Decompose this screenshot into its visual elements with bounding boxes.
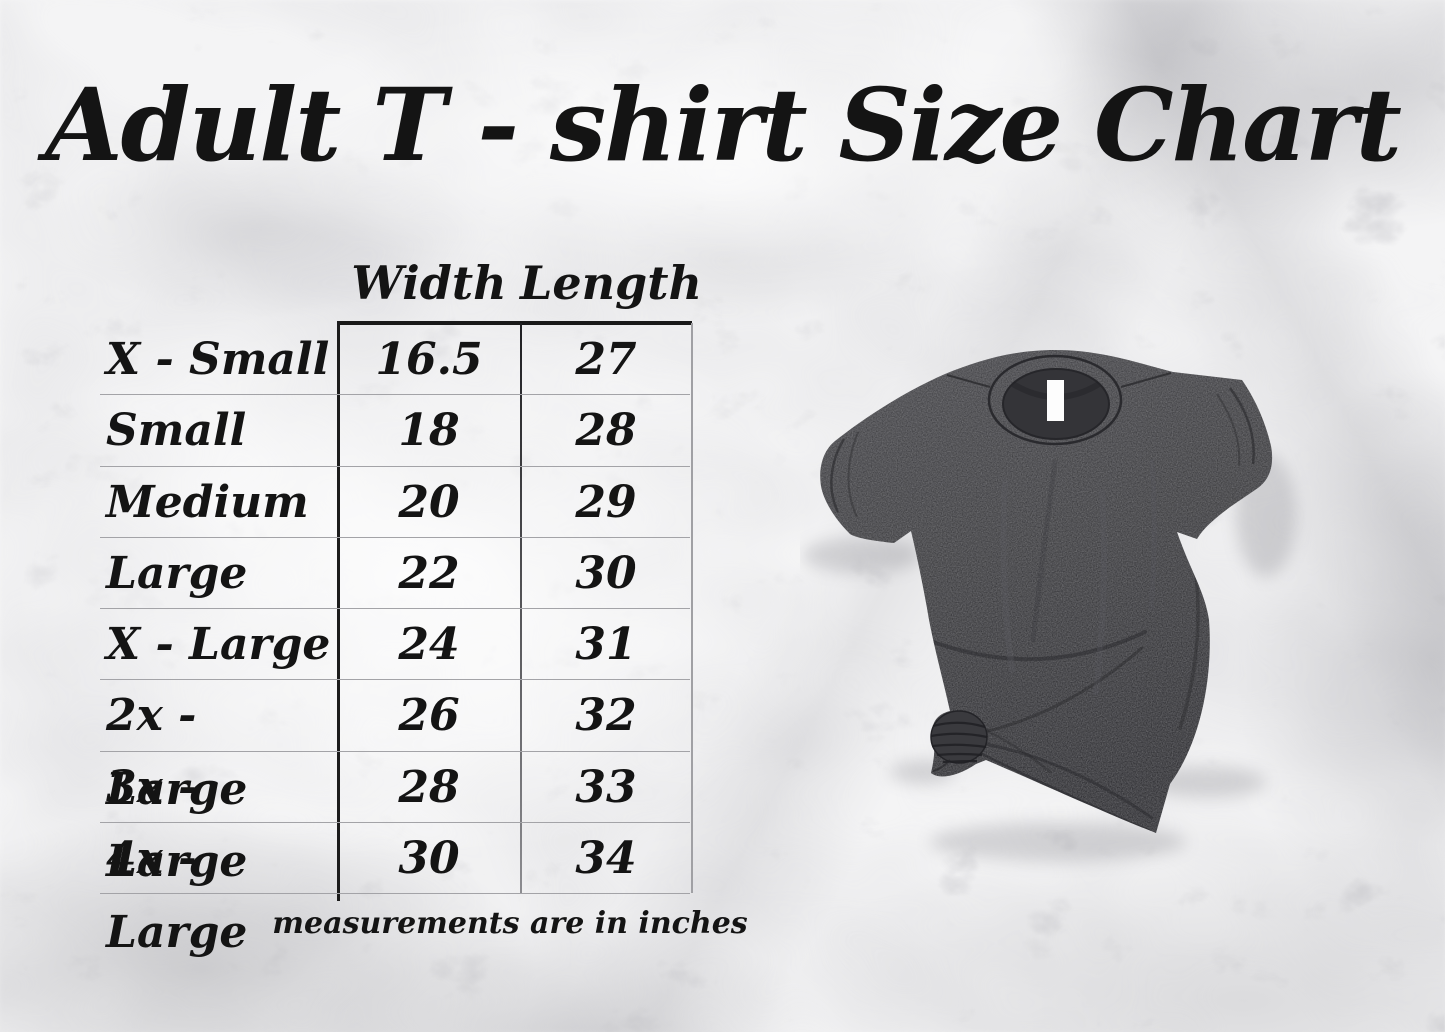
size-label: Medium — [106, 477, 309, 528]
size-label: 2x - Large — [106, 690, 248, 815]
length-value: 31 — [575, 619, 637, 670]
table-row: Small 18 28 — [100, 394, 692, 465]
width-value: 22 — [398, 548, 460, 599]
column-header-width: Width — [351, 256, 507, 310]
size-label: Small — [106, 405, 247, 456]
width-value: 26 — [398, 690, 460, 741]
measurement-unit-note: measurements are in inches — [272, 906, 748, 941]
size-label: X - Small — [106, 334, 330, 385]
neck-tag — [1047, 380, 1064, 421]
width-value: 16.5 — [375, 334, 483, 385]
table-row: Medium 20 29 — [100, 466, 692, 537]
table-row: X - Small 16.5 27 — [100, 323, 692, 394]
length-value: 32 — [575, 690, 637, 741]
table-row: 2x - Large 26 32 — [100, 679, 692, 815]
length-value: 27 — [575, 334, 637, 385]
length-value: 34 — [575, 833, 637, 884]
length-value: 28 — [575, 405, 637, 456]
length-value: 33 — [575, 762, 637, 813]
width-value: 24 — [398, 619, 460, 670]
column-header-length: Length — [520, 256, 702, 310]
size-label: 3x - Large — [106, 762, 248, 887]
length-value: 29 — [575, 477, 637, 528]
width-value: 30 — [398, 833, 460, 884]
width-value: 28 — [398, 762, 460, 813]
table-row: 3x - Large 28 33 — [100, 751, 692, 887]
width-value: 18 — [398, 405, 460, 456]
size-label: 4x - Large — [106, 833, 248, 958]
page-title: Adult T - shirt Size Chart — [45, 66, 1402, 184]
width-value: 20 — [398, 477, 460, 528]
size-label: Large — [106, 548, 248, 599]
tshirt-image — [802, 350, 1296, 862]
length-value: 30 — [575, 548, 637, 599]
table-row: Large 22 30 — [100, 537, 692, 608]
table-row: 4x - Large 30 34 — [100, 822, 692, 958]
table-row: X - Large 24 31 — [100, 608, 692, 679]
size-label: X - Large — [106, 619, 331, 670]
